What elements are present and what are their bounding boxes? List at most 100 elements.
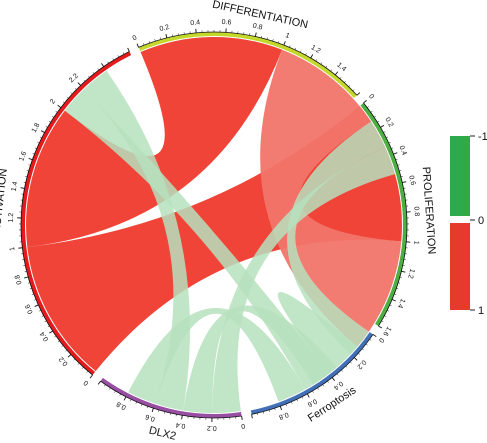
- activation-tick-label: 0.2: [58, 355, 70, 367]
- color-legend: -1 0 1: [450, 131, 487, 317]
- minor-tick: [289, 45, 291, 48]
- differentiation-tick-label: 0.2: [159, 24, 170, 33]
- minor-tick: [38, 310, 41, 312]
- minor-tick: [130, 399, 132, 402]
- sector-label-activation: ACTIVATION: [0, 168, 10, 233]
- link-activation-differentiation: [25, 37, 283, 248]
- activation-tick-label: 2.2: [68, 73, 80, 85]
- proliferation-tick-label: 1.4: [396, 297, 406, 309]
- minor-tick: [148, 41, 150, 44]
- minor-tick: [62, 101, 65, 104]
- dlx2-axis-line: [100, 380, 242, 419]
- proliferation-tick-label: 1.6: [381, 325, 392, 337]
- minor-tick: [45, 126, 48, 128]
- minor-tick: [117, 55, 120, 58]
- minor-tick: [114, 390, 116, 393]
- proliferation-tick-label: 0.2: [383, 117, 394, 129]
- major-tick: [49, 330, 53, 334]
- major-tick: [34, 304, 39, 307]
- minor-tick: [381, 320, 384, 323]
- minor-tick: [370, 111, 373, 113]
- activation-tick-label: 1.4: [11, 181, 20, 192]
- differentiation-tick-label: 1.4: [335, 62, 347, 74]
- minor-tick: [348, 85, 351, 87]
- link-ferroptosis-dlx2: [128, 307, 305, 404]
- minor-tick: [399, 170, 402, 172]
- minor-tick: [41, 315, 44, 317]
- minor-tick: [365, 343, 368, 346]
- minor-tick: [31, 293, 34, 295]
- minor-tick: [52, 115, 54, 118]
- minor-tick: [26, 170, 29, 172]
- major-tick: [40, 130, 45, 133]
- major-tick: [334, 71, 339, 76]
- minor-tick: [291, 401, 293, 404]
- major-tick: [401, 270, 406, 273]
- legend-positive-block: [450, 223, 470, 310]
- minor-tick: [92, 71, 95, 74]
- minor-tick: [143, 43, 145, 46]
- activation-axis-line: [20, 51, 130, 376]
- major-tick: [331, 377, 336, 382]
- minor-tick: [81, 367, 84, 369]
- minor-tick: [399, 276, 402, 278]
- chord-links: [25, 37, 402, 414]
- minor-tick: [345, 365, 348, 368]
- minor-tick: [315, 59, 318, 62]
- major-tick: [393, 152, 398, 155]
- sector-label-dlx2: DLX2: [148, 425, 178, 443]
- minor-tick: [305, 53, 307, 56]
- major-tick: [353, 357, 358, 361]
- minor-tick: [336, 373, 339, 376]
- minor-tick: [112, 58, 114, 61]
- minor-tick: [383, 131, 386, 133]
- minor-tick: [39, 136, 42, 139]
- major-tick: [310, 54, 314, 59]
- minor-tick: [374, 115, 376, 118]
- major-tick: [123, 396, 127, 401]
- minor-tick: [272, 39, 274, 42]
- differentiation-tick-label: 0: [132, 34, 138, 42]
- minor-tick: [77, 362, 80, 365]
- minor-tick: [109, 387, 111, 390]
- legend-zero-band: [450, 216, 470, 223]
- minor-tick: [104, 384, 106, 387]
- differentiation-tick-label: 0.8: [252, 23, 263, 32]
- major-tick: [279, 406, 283, 411]
- minor-tick: [146, 406, 148, 409]
- major-tick: [402, 181, 407, 184]
- minor-tick: [398, 282, 401, 284]
- minor-tick: [47, 325, 50, 328]
- activation-tick-label: 0.6: [24, 303, 34, 315]
- dlx2-tick-label: 0.8: [115, 400, 127, 411]
- minor-tick: [66, 96, 69, 99]
- major-tick: [136, 43, 140, 48]
- minor-tick: [391, 147, 394, 149]
- major-tick: [24, 276, 29, 279]
- proliferation-tick-label: 1.2: [406, 268, 415, 279]
- minor-tick: [339, 76, 342, 79]
- activation-tick-label: 0.4: [39, 330, 50, 342]
- major-tick: [165, 33, 168, 38]
- dlx2-tick-label: 0.4: [175, 421, 186, 430]
- minor-tick: [73, 358, 76, 361]
- minor-tick: [266, 37, 268, 40]
- minor-tick: [70, 92, 73, 95]
- link-activation-dlx2: [84, 70, 191, 411]
- differentiation-tick-label: 1.2: [310, 44, 322, 55]
- minor-tick: [122, 52, 125, 55]
- minor-tick: [352, 89, 355, 92]
- minor-tick: [358, 352, 360, 355]
- minor-tick: [386, 136, 389, 139]
- dlx2-tick-label: 0.2: [207, 424, 217, 431]
- minor-tick: [320, 62, 323, 65]
- minor-tick: [301, 396, 304, 399]
- minor-tick: [389, 304, 392, 306]
- proliferation-tick-label: 0.8: [412, 206, 420, 216]
- minor-tick: [369, 339, 372, 341]
- minor-tick: [330, 69, 332, 72]
- activation-tick-label: 0: [83, 378, 91, 386]
- minor-tick: [86, 371, 89, 373]
- minor-tick: [268, 409, 270, 413]
- differentiation-tick-label: 0.6: [221, 19, 231, 27]
